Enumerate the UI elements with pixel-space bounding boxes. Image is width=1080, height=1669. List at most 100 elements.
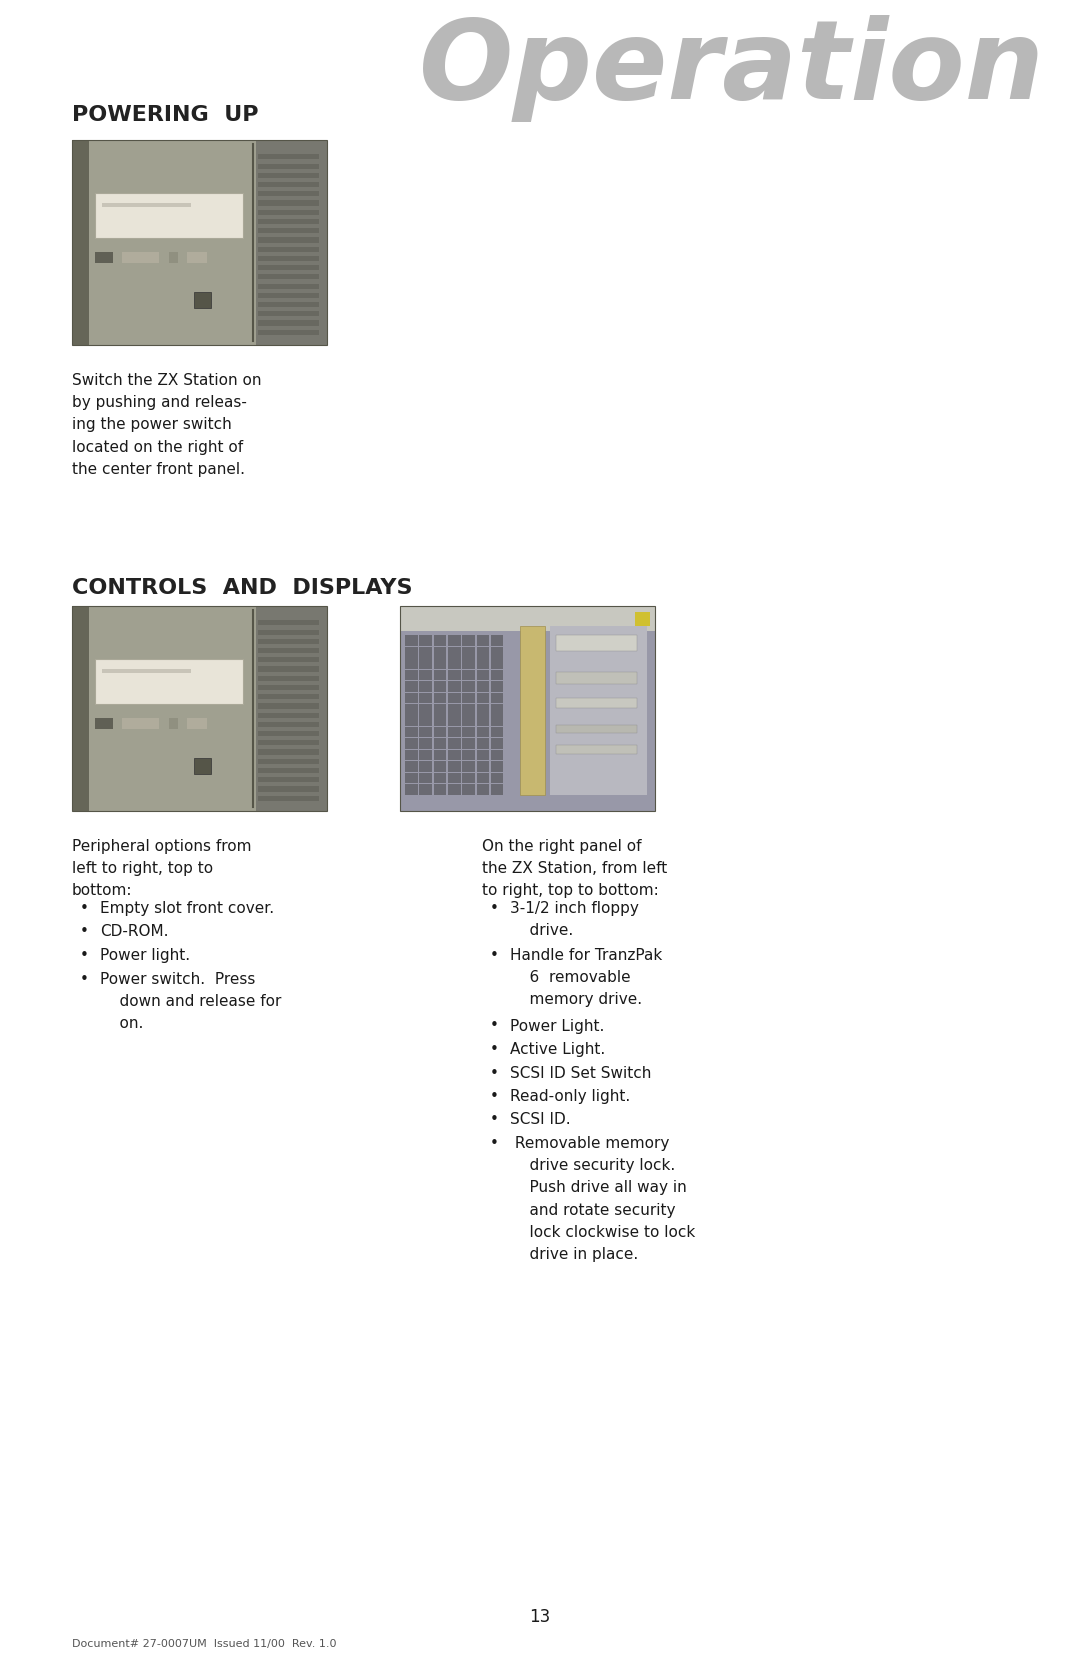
Text: •: • [489, 948, 499, 963]
Bar [448, 716, 460, 726]
Bar [490, 726, 503, 738]
Text: POWERING  UP: POWERING UP [72, 105, 258, 125]
Bar [490, 704, 503, 714]
Bar [72, 606, 327, 811]
Bar [258, 192, 320, 197]
Text: Empty slot front cover.: Empty slot front cover. [100, 901, 274, 916]
Bar [168, 718, 178, 729]
Bar [258, 320, 320, 325]
Bar [476, 648, 489, 658]
Bar [434, 716, 446, 726]
Text: •: • [489, 1065, 499, 1080]
Bar [72, 606, 89, 811]
Bar [405, 716, 418, 726]
Bar [419, 773, 432, 783]
Text: SCSI ID Set Switch: SCSI ID Set Switch [510, 1065, 651, 1080]
Bar [256, 140, 327, 345]
Bar [434, 636, 446, 646]
Bar [434, 773, 446, 783]
Bar [258, 768, 320, 773]
Bar [476, 681, 489, 693]
Bar [258, 200, 320, 205]
Bar [476, 693, 489, 703]
Text: 13: 13 [529, 1607, 551, 1626]
Bar [490, 761, 503, 771]
Bar [462, 784, 475, 794]
Bar [448, 648, 460, 658]
Bar [555, 634, 637, 651]
Text: CD-ROM.: CD-ROM. [100, 925, 168, 940]
Bar [405, 658, 418, 669]
Bar [419, 658, 432, 669]
Bar [95, 718, 112, 729]
Bar [434, 658, 446, 669]
Bar [448, 693, 460, 703]
Bar [258, 154, 320, 160]
Bar [448, 773, 460, 783]
Bar [476, 704, 489, 714]
Bar [448, 704, 460, 714]
Bar [258, 247, 320, 252]
Bar [405, 761, 418, 771]
Bar [258, 786, 320, 791]
Text: Power light.: Power light. [100, 948, 190, 963]
Bar [490, 636, 503, 646]
Bar [551, 626, 647, 794]
Bar [434, 648, 446, 658]
Bar [476, 726, 489, 738]
Bar [434, 726, 446, 738]
Bar [168, 252, 178, 264]
Bar [490, 716, 503, 726]
Bar [405, 726, 418, 738]
Bar [490, 681, 503, 693]
Bar [405, 749, 418, 761]
Bar [419, 726, 432, 738]
Bar [258, 229, 320, 234]
Text: •: • [80, 971, 89, 986]
Bar [400, 606, 654, 631]
Bar [258, 164, 320, 169]
Bar [258, 219, 320, 224]
Bar [258, 731, 320, 736]
Bar [419, 636, 432, 646]
Bar [448, 738, 460, 749]
Text: Handle for TranzPak
    6  removable
    memory drive.: Handle for TranzPak 6 removable memory d… [510, 948, 662, 1008]
Bar [419, 648, 432, 658]
Text: •: • [489, 901, 499, 916]
Bar [405, 704, 418, 714]
Text: •: • [489, 1113, 499, 1128]
Bar [434, 693, 446, 703]
Bar [103, 204, 191, 207]
Bar [400, 606, 654, 811]
Bar [490, 749, 503, 761]
Bar [462, 726, 475, 738]
Bar [490, 773, 503, 783]
Bar [448, 658, 460, 669]
Bar [448, 749, 460, 761]
Text: 3-1/2 inch floppy
    drive.: 3-1/2 inch floppy drive. [510, 901, 639, 938]
Bar [462, 681, 475, 693]
Bar [419, 669, 432, 681]
Bar [258, 329, 320, 335]
Text: •: • [80, 948, 89, 963]
Bar [72, 140, 89, 345]
Bar [258, 713, 320, 718]
Bar [434, 704, 446, 714]
Bar [448, 669, 460, 681]
Bar [490, 738, 503, 749]
Bar [258, 648, 320, 653]
Bar [258, 778, 320, 783]
Bar [476, 658, 489, 669]
Bar [258, 759, 320, 764]
Text: Power switch.  Press
    down and release for
    on.: Power switch. Press down and release for… [100, 971, 282, 1031]
Bar [555, 671, 637, 684]
Bar [95, 659, 243, 704]
Bar [419, 749, 432, 761]
Bar [258, 684, 320, 689]
Bar [187, 252, 207, 264]
Bar [258, 694, 320, 699]
Text: •: • [489, 1137, 499, 1152]
Bar [462, 636, 475, 646]
Text: Switch the ZX Station on
by pushing and releas-
ing the power switch
located on : Switch the ZX Station on by pushing and … [72, 372, 261, 477]
Bar [405, 669, 418, 681]
